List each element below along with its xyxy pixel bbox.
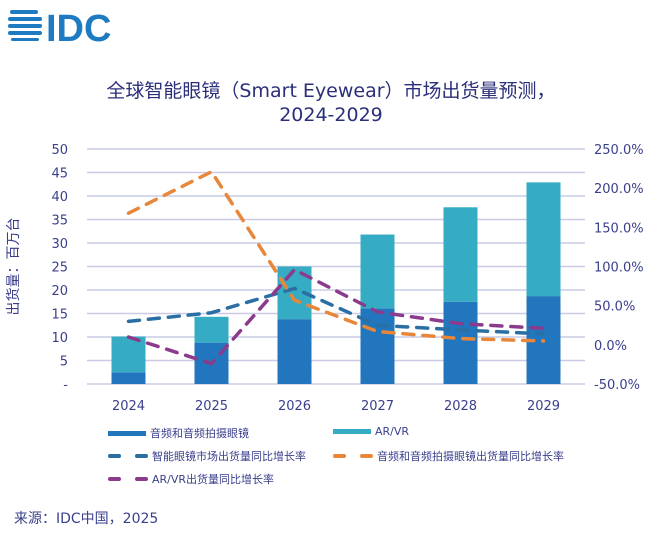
bar-audio-glasses xyxy=(111,372,146,384)
legend-label: 智能眼镜市场出货量同比增长率 xyxy=(152,450,306,463)
legend-label: 音频和音频拍摄眼镜出货量同比增长率 xyxy=(377,450,564,463)
y-tick-label: 25 xyxy=(51,261,68,276)
legend-item: 音频和音频拍摄眼镜 xyxy=(108,425,249,441)
y-tick-label: 35 xyxy=(51,214,68,229)
x-tick-label: 2025 xyxy=(195,399,228,414)
y-tick-label: 20 xyxy=(51,284,68,299)
bar-audio-glasses xyxy=(443,301,478,384)
bar-arvr xyxy=(194,316,229,343)
growth-line-1 xyxy=(126,169,546,343)
legend-swatch xyxy=(108,430,146,436)
source-note: 来源：IDC中国，2025 xyxy=(14,511,159,527)
bar-audio-glasses xyxy=(277,319,312,384)
legend-item: 音频和音频拍摄眼镜出货量同比增长率 xyxy=(333,448,564,464)
legend-label: AR/VR xyxy=(375,425,410,438)
y2-tick-label: 200.0% xyxy=(594,182,644,197)
bar-arvr xyxy=(443,207,478,302)
idc-logo: IDC xyxy=(8,4,138,50)
y-tick-label: 15 xyxy=(51,308,68,323)
legend-label: 音频和音频拍摄眼镜 xyxy=(150,427,249,440)
y-tick-label: 45 xyxy=(51,167,68,182)
x-tick-label: 2029 xyxy=(527,399,560,414)
legend-swatch xyxy=(333,454,373,458)
y-tick-label: 10 xyxy=(51,331,68,346)
y-axis-title: 出货量：百万台 xyxy=(5,218,22,316)
y-tick-label: 40 xyxy=(51,190,68,205)
y2-tick-label: -50.0% xyxy=(594,378,640,393)
chart-title-line1: 全球智能眼镜（Smart Eyewear）市场出货量预测， xyxy=(106,80,556,102)
y-tick-label: 5 xyxy=(60,355,68,370)
x-tick-label: 2026 xyxy=(278,399,311,414)
y2-tick-label: 0.0% xyxy=(594,339,627,354)
y-tick-label: - xyxy=(63,378,68,393)
y2-tick-label: 100.0% xyxy=(594,261,644,276)
bar-arvr xyxy=(360,234,395,309)
growth-line-0 xyxy=(126,286,546,336)
x-tick-label: 2027 xyxy=(361,399,394,414)
y2-tick-label: 50.0% xyxy=(594,300,635,315)
y-tick-label: 30 xyxy=(51,237,68,252)
x-tick-label: 2028 xyxy=(444,399,477,414)
y2-tick-label: 150.0% xyxy=(594,221,644,236)
legend-swatch xyxy=(108,477,148,481)
legend-swatch xyxy=(108,454,148,458)
legend-item: AR/VR出货量同比增长率 xyxy=(108,471,274,487)
legend-item: AR/VR xyxy=(333,425,409,438)
legend-label: AR/VR出货量同比增长率 xyxy=(152,473,275,486)
chart-title-line2: 2024-2029 xyxy=(279,104,383,126)
growth-line-2 xyxy=(126,267,546,366)
globe-icon: IDC xyxy=(8,8,111,50)
chart-plot: -5101520253035404550-50.0%0.0%50.0%100.0… xyxy=(5,143,644,414)
x-tick-label: 2024 xyxy=(112,399,145,414)
legend-swatch xyxy=(333,429,371,434)
logo-text: IDC xyxy=(46,8,111,44)
bar-arvr xyxy=(526,182,561,297)
y-tick-label: 50 xyxy=(51,143,68,158)
bar-arvr xyxy=(111,336,146,373)
legend-item: 智能眼镜市场出货量同比增长率 xyxy=(108,448,306,464)
y2-tick-label: 250.0% xyxy=(594,143,644,158)
